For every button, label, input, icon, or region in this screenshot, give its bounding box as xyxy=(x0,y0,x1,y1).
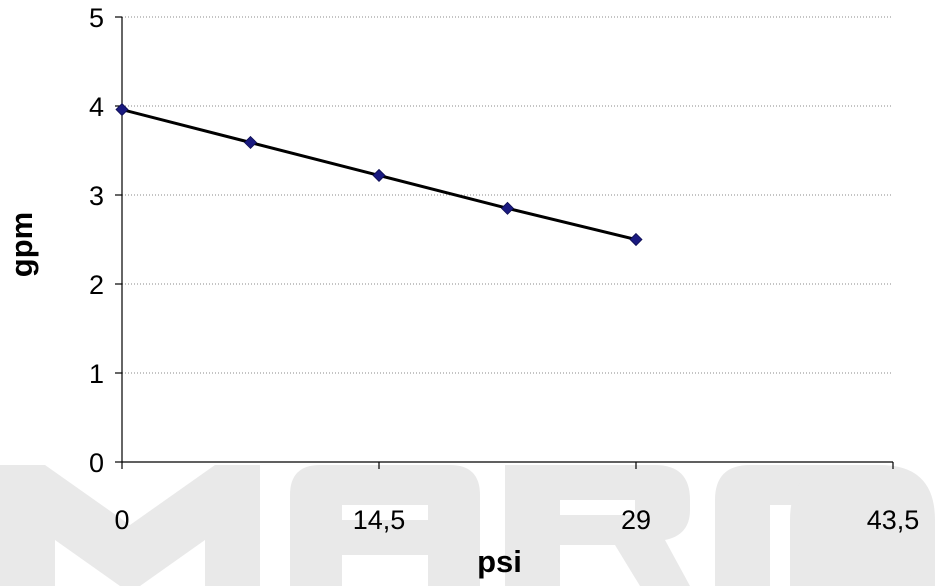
data-point-0-0 xyxy=(115,102,129,117)
y-axis-title: gpm xyxy=(4,212,39,277)
y-tick-label-2: 2 xyxy=(89,270,104,300)
y-tick-label-5: 5 xyxy=(89,3,104,33)
x-tick-label-3: 43,5 xyxy=(867,505,920,535)
plot-area xyxy=(115,16,894,469)
x-tick-label-0: 0 xyxy=(114,505,129,535)
data-point-0-1 xyxy=(243,135,258,150)
y-tick-label-0: 0 xyxy=(89,448,104,478)
x-axis-title: psi xyxy=(477,544,522,579)
y-tick-label-1: 1 xyxy=(89,359,104,389)
x-tick-label-2: 29 xyxy=(621,505,651,535)
data-point-0-3 xyxy=(500,201,515,215)
y-tick-label-3: 3 xyxy=(89,181,104,211)
watermark-logo xyxy=(0,465,935,586)
y-tick-label-4: 4 xyxy=(89,92,104,122)
x-tick-label-1: 14,5 xyxy=(353,505,406,535)
tick-labels: 0 1 2 3 4 5 0 14,5 29 43,5 xyxy=(89,3,919,535)
data-point-0-2 xyxy=(372,168,386,182)
data-point-0-4 xyxy=(629,232,643,247)
